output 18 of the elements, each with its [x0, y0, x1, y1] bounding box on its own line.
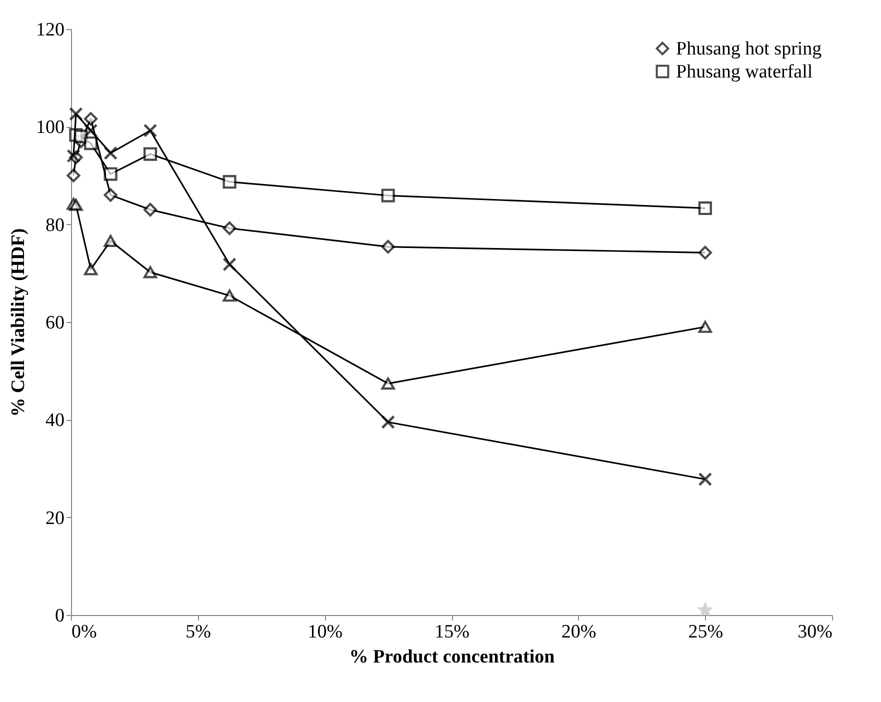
legend-label: Phusang waterfall: [676, 62, 813, 82]
y-tick-label: 100: [36, 117, 64, 138]
y-tick-label: 20: [46, 508, 64, 529]
x-tick-label: 10%: [308, 622, 343, 642]
x-tick-label: 0%: [72, 622, 97, 642]
y-tick-label: 60: [46, 312, 64, 334]
x-tick-label: 25%: [688, 622, 724, 642]
x-tick-label: 5%: [186, 622, 212, 642]
y-tick-label: 40: [46, 410, 64, 432]
y-axis-title: % Cell Viability (HDF): [8, 228, 29, 417]
x-tick-label: 15%: [434, 622, 470, 642]
y-tick-label: 120: [36, 20, 64, 40]
y-tick-label: 80: [46, 214, 64, 236]
legend-label: Phusang hot spring: [676, 38, 822, 60]
x-axis-title: % Product concentration: [349, 646, 556, 668]
y-tick-label: 0: [55, 606, 64, 626]
x-tick-label: 20%: [561, 622, 596, 642]
x-tick-label: 30%: [798, 622, 833, 642]
